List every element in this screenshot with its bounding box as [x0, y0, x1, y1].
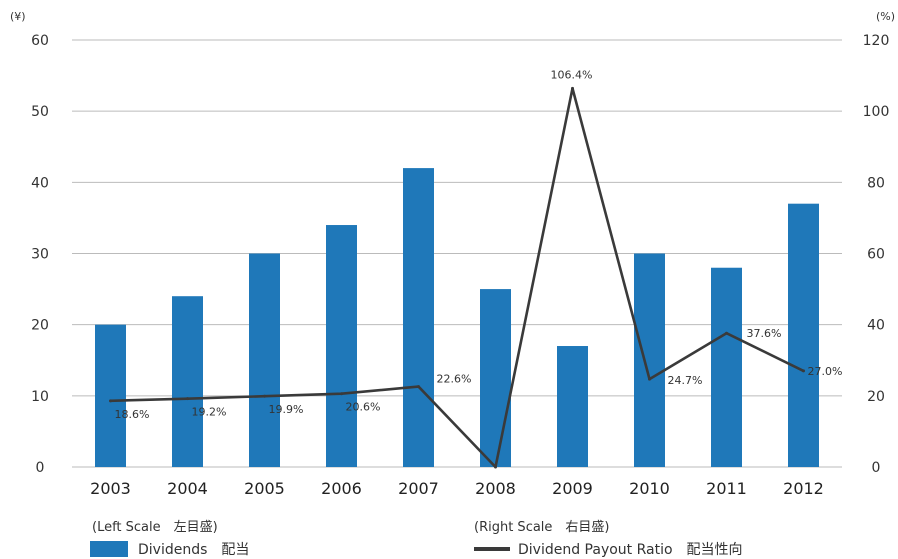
right-tick-label: 40 — [867, 318, 885, 334]
x-label-2012: 2012 — [783, 479, 824, 498]
point-2003 — [109, 399, 112, 403]
bar-2010 — [634, 253, 665, 467]
x-label-2006: 2006 — [321, 479, 362, 498]
bar-2009 — [557, 346, 588, 467]
right-axis-ticks: 0 20 40 60 80 100 120 — [863, 33, 890, 476]
point-2007 — [417, 385, 420, 389]
ratio-label-2003: 18.6% — [115, 408, 150, 421]
x-label-2007: 2007 — [398, 479, 439, 498]
x-label-2008: 2008 — [475, 479, 516, 498]
legend-right-caption: (Right Scale 右目盛) — [474, 520, 610, 535]
dividend-chart: (¥) (%) 0 10 20 30 40 50 60 0 20 40 60 80 100 120 18… — [10, 10, 895, 498]
x-label-2005: 2005 — [244, 479, 285, 498]
payout-ratio-polyline — [110, 87, 805, 469]
point-2010 — [648, 377, 651, 381]
x-label-2011: 2011 — [706, 479, 747, 498]
point-2009 — [571, 86, 574, 90]
ratio-label-2006: 20.6% — [346, 401, 381, 414]
left-tick-label: 10 — [31, 389, 49, 405]
ratio-label-2011: 37.6% — [747, 327, 782, 340]
ratio-label-2005: 19.9% — [269, 403, 304, 416]
x-label-2004: 2004 — [167, 479, 208, 498]
legend-bar-label: Dividends 配当 — [138, 542, 250, 558]
point-2008 — [494, 465, 497, 469]
bar-2012 — [788, 203, 819, 467]
legend-line-label: Dividend Payout Ratio 配当性向 — [518, 542, 743, 558]
left-axis-ticks: 0 10 20 30 40 50 60 — [31, 33, 49, 476]
ratio-label-2010: 24.7% — [668, 374, 703, 387]
legend-payout-ratio: Dividend Payout Ratio 配当性向 — [474, 539, 743, 559]
left-tick-label: 40 — [31, 175, 49, 191]
left-tick-label: 30 — [31, 247, 49, 263]
dividend-bars — [95, 168, 819, 467]
bar-2004 — [172, 296, 203, 467]
ratio-label-2007: 22.6% — [437, 373, 472, 386]
right-tick-label: 120 — [863, 33, 890, 49]
legend-dividends: Dividends 配当 — [90, 539, 249, 559]
point-2005 — [263, 394, 266, 398]
payout-ratio-labels: 18.6% 19.2% 19.9% 20.6% 22.6% 106.4% 24.7% 37.6… — [115, 68, 843, 420]
point-2004 — [186, 397, 189, 401]
x-label-2010: 2010 — [629, 479, 670, 498]
right-tick-label: 60 — [867, 247, 885, 263]
legend-bar-swatch — [90, 541, 128, 557]
point-2011 — [725, 331, 728, 335]
left-axis-unit: (¥) — [10, 10, 26, 23]
ratio-label-2009: 106.4% — [551, 68, 593, 81]
left-tick-label: 50 — [31, 104, 49, 120]
bar-2008 — [480, 289, 511, 467]
bar-2003 — [95, 324, 126, 467]
legend-left-caption: (Left Scale 左目盛) — [92, 520, 218, 535]
right-tick-label: 100 — [863, 104, 890, 120]
right-tick-label: 0 — [872, 460, 881, 476]
legend-line-swatch — [474, 547, 510, 551]
payout-ratio-line — [109, 86, 805, 469]
right-tick-label: 80 — [867, 175, 885, 191]
point-2012 — [802, 369, 805, 373]
bar-2006 — [326, 225, 357, 467]
bar-2005 — [249, 253, 280, 467]
ratio-label-2004: 19.2% — [192, 406, 227, 419]
left-tick-label: 20 — [31, 318, 49, 334]
left-tick-label: 0 — [36, 460, 45, 476]
left-tick-label: 60 — [31, 33, 49, 49]
ratio-label-2012: 27.0% — [808, 365, 843, 378]
bar-2011 — [711, 267, 742, 467]
bar-2007 — [403, 168, 434, 467]
point-2006 — [340, 392, 343, 396]
x-label-2003: 2003 — [90, 479, 131, 498]
x-label-2009: 2009 — [552, 479, 593, 498]
x-axis-ticks: 2003 2004 2005 2006 2007 2008 2009 2010 2011 2012 — [90, 479, 824, 498]
right-tick-label: 20 — [867, 389, 885, 405]
right-axis-unit: (%) — [876, 10, 895, 23]
